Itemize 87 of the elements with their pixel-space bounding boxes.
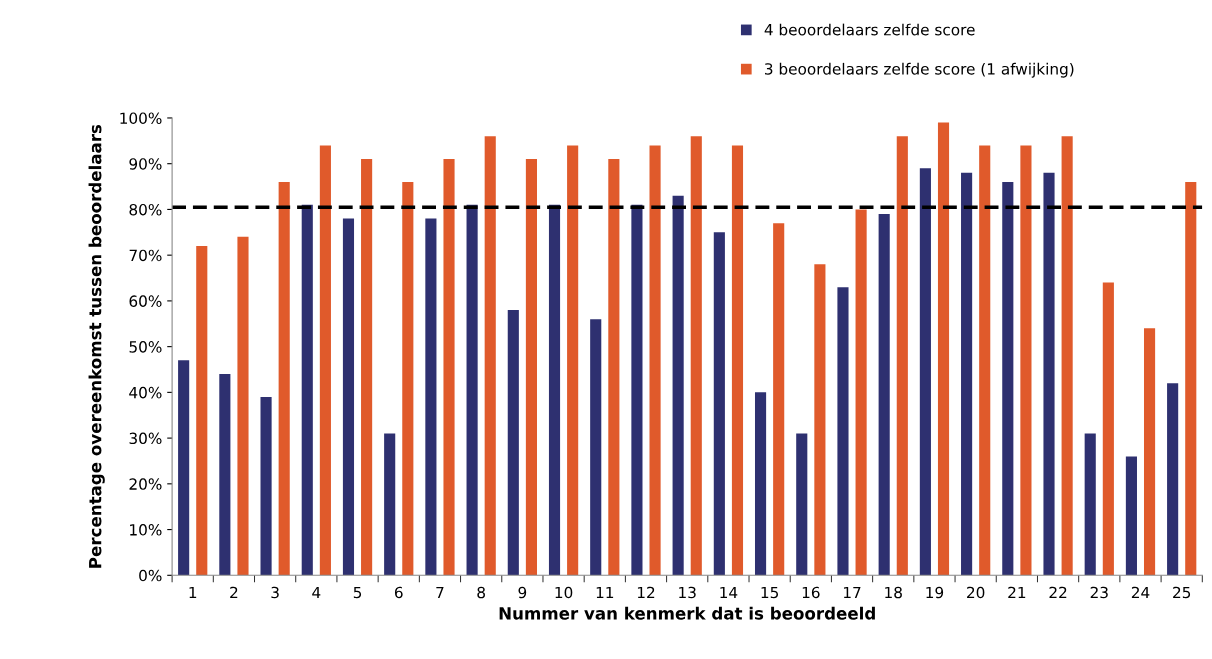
x-tick-label: 6: [394, 586, 403, 599]
y-tick-label: 100%: [120, 112, 162, 124]
y-axis-title: Percentage overeenkomst tussen beoordelaars: [88, 124, 105, 568]
bar: [979, 145, 991, 576]
bar: [1084, 433, 1096, 576]
bar: [1143, 328, 1156, 576]
bar: [1002, 181, 1014, 576]
x-tick-label: 11: [596, 586, 614, 599]
bar: [319, 145, 331, 576]
bar: [342, 218, 355, 576]
y-tick-label: 70%: [129, 249, 162, 262]
bar: [525, 159, 537, 576]
bar: [754, 392, 767, 576]
y-tick-label: 40%: [129, 386, 162, 399]
x-tick-label: 18: [885, 586, 902, 599]
y-tick-label: 10%: [130, 524, 162, 536]
x-tick-label: 21: [1008, 586, 1026, 599]
bar: [1167, 383, 1179, 576]
x-tick-label: 23: [1090, 586, 1108, 599]
y-tick-label: 30%: [129, 432, 162, 445]
bar: [567, 145, 579, 576]
bar: [361, 159, 373, 576]
bar: [713, 232, 725, 576]
bar: [731, 145, 744, 576]
bar: [278, 181, 290, 576]
bar: [260, 396, 272, 576]
x-tick-label: 20: [967, 586, 985, 599]
y-tick-label: 60%: [129, 295, 162, 307]
x-tick-label: 22: [1049, 586, 1067, 599]
x-tick-label: 19: [926, 586, 944, 599]
x-tick-label: 9: [518, 586, 527, 599]
x-tick-label: 10: [555, 586, 573, 599]
bar: [384, 433, 396, 576]
x-tick-label: 16: [802, 586, 820, 599]
x-tick-label: 7: [436, 586, 444, 599]
bar: [649, 145, 661, 576]
bar: [1102, 282, 1114, 576]
x-tick-label: 24: [1131, 586, 1150, 599]
y-tick-label: 80%: [129, 203, 162, 216]
x-tick-label: 13: [679, 586, 696, 599]
x-tick-label: 8: [477, 586, 485, 599]
bar: [301, 204, 313, 576]
bar: [896, 136, 908, 576]
bar: [690, 136, 702, 576]
bar: [608, 159, 620, 576]
bar: [1185, 181, 1197, 576]
bar: [796, 433, 808, 576]
bar: [178, 360, 190, 576]
bar: [672, 195, 684, 576]
x-tick-label: 12: [637, 586, 655, 599]
bar: [773, 223, 785, 576]
bar: [425, 218, 437, 576]
x-tick-label: 4: [312, 586, 321, 599]
x-tick-label: 17: [843, 586, 861, 599]
bar: [484, 136, 496, 576]
y-tick-label: 0%: [139, 569, 162, 582]
bar: [1125, 456, 1137, 576]
legend-label: 4 beoordelaars zelfde score: [764, 23, 975, 36]
bar: [219, 374, 231, 576]
legend-label: 3 beoordelaars zelfde score (1 afwijking): [765, 62, 1074, 78]
x-tick-label: 1: [189, 586, 197, 599]
x-tick-label: 25: [1173, 586, 1191, 599]
bar: [443, 159, 455, 576]
bar: [590, 319, 602, 576]
x-tick-label: 3: [271, 586, 279, 599]
x-tick-label: 15: [761, 586, 779, 599]
y-tick-label: 50%: [129, 341, 162, 353]
bar: [878, 214, 890, 576]
x-tick-label: 2: [230, 586, 238, 599]
bar: [1020, 145, 1032, 576]
bar: [837, 287, 849, 576]
bar: [402, 181, 414, 576]
bar: [919, 168, 931, 576]
y-tick-label: 20%: [129, 478, 162, 490]
bar: [814, 264, 826, 576]
x-tick-label: 5: [353, 586, 362, 599]
bar: [937, 122, 950, 576]
x-tick-label: 14: [720, 586, 738, 599]
bar: [237, 236, 249, 576]
bar: [507, 310, 519, 576]
y-tick-label: 90%: [129, 158, 162, 170]
x-axis-title: Nummer van kenmerk dat is beoordeeld: [499, 606, 875, 620]
bar: [1061, 136, 1073, 576]
bar: [1043, 172, 1055, 576]
bar: [961, 172, 973, 576]
bar: [855, 209, 867, 576]
bar: [196, 246, 208, 576]
